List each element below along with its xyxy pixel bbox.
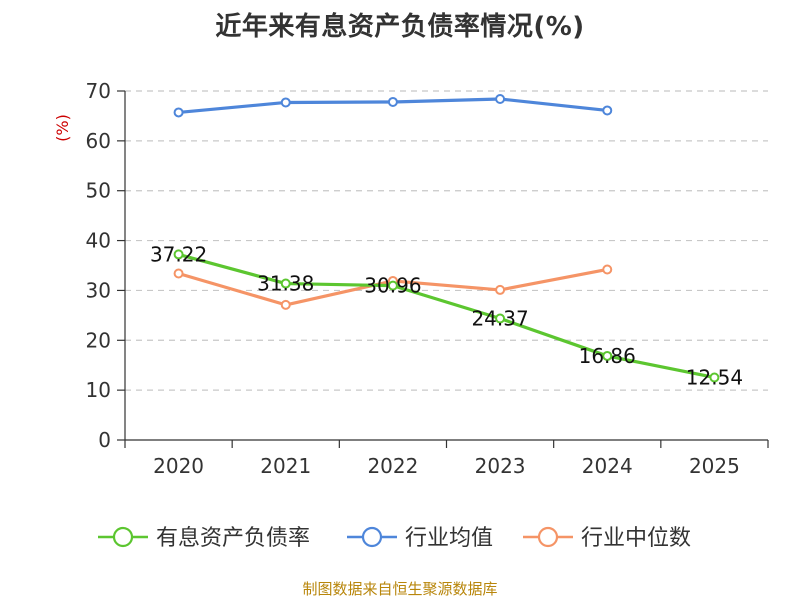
data-label: 12.54: [686, 365, 743, 389]
data-point[interactable]: [173, 268, 184, 279]
data-point[interactable]: [602, 350, 613, 361]
data-point[interactable]: [173, 107, 184, 118]
y-tick-label: 10: [86, 378, 111, 402]
y-tick-label: 40: [86, 229, 111, 253]
y-tick-label: 20: [86, 328, 111, 352]
legend[interactable]: 有息资产负债率 行业均值 行业中位数: [98, 526, 691, 551]
data-point[interactable]: [280, 97, 291, 108]
data-point[interactable]: [495, 93, 506, 104]
data-point[interactable]: [173, 249, 184, 260]
series-line-0: [178, 252, 715, 380]
chart-title: 近年来有息资产负债率情况(%): [215, 12, 585, 42]
legend-item-1[interactable]: 行业均值: [347, 526, 493, 551]
legend-marker: [112, 526, 134, 548]
data-point[interactable]: [280, 299, 291, 310]
legend-label: 有息资产负债率: [156, 526, 310, 551]
y-tick-label: 50: [86, 179, 111, 203]
x-tick-label: 2022: [367, 454, 418, 478]
series-lines: [173, 93, 720, 383]
data-point[interactable]: [387, 96, 398, 107]
data-point[interactable]: [709, 372, 720, 383]
data-point[interactable]: [602, 264, 613, 275]
legend-item-0[interactable]: 有息资产负债率: [98, 526, 310, 551]
y-tick-label: 30: [86, 278, 111, 302]
x-tick-label: 2023: [475, 454, 526, 478]
data-label: 37.22: [150, 242, 207, 266]
data-point[interactable]: [280, 278, 291, 289]
x-tick-label: 2021: [260, 454, 311, 478]
y-axis-unit-label: (%): [53, 114, 72, 142]
data-label: 30.96: [364, 274, 421, 298]
legend-label: 行业均值: [405, 526, 493, 551]
data-point[interactable]: [495, 284, 506, 295]
y-tick-label: 60: [86, 129, 111, 153]
data-point[interactable]: [495, 313, 506, 324]
grid-lines: [125, 90, 768, 391]
x-tick-label: 2020: [153, 454, 204, 478]
axes: 0 10 20 30 40 50 60 70 2020 2021 2022 2023 2024 2025: [86, 79, 769, 478]
y-tick-label: 70: [86, 79, 111, 103]
legend-item-2[interactable]: 行业中位数: [523, 526, 691, 551]
data-point[interactable]: [602, 105, 613, 116]
data-point[interactable]: [387, 280, 398, 291]
x-tick-label: 2025: [689, 454, 740, 478]
data-labels: 37.22 31.38 30.96 24.37 16.86 12.54: [150, 242, 743, 389]
data-label: 24.37: [471, 306, 528, 330]
legend-marker: [361, 526, 383, 548]
legend-label: 行业中位数: [581, 526, 691, 551]
data-label: 31.38: [257, 272, 314, 296]
y-tick-label: 0: [98, 428, 111, 452]
x-tick-label: 2024: [582, 454, 633, 478]
data-label: 16.86: [579, 344, 636, 368]
legend-marker: [537, 526, 559, 548]
source-note: 制图数据来自恒生聚源数据库: [302, 580, 498, 598]
